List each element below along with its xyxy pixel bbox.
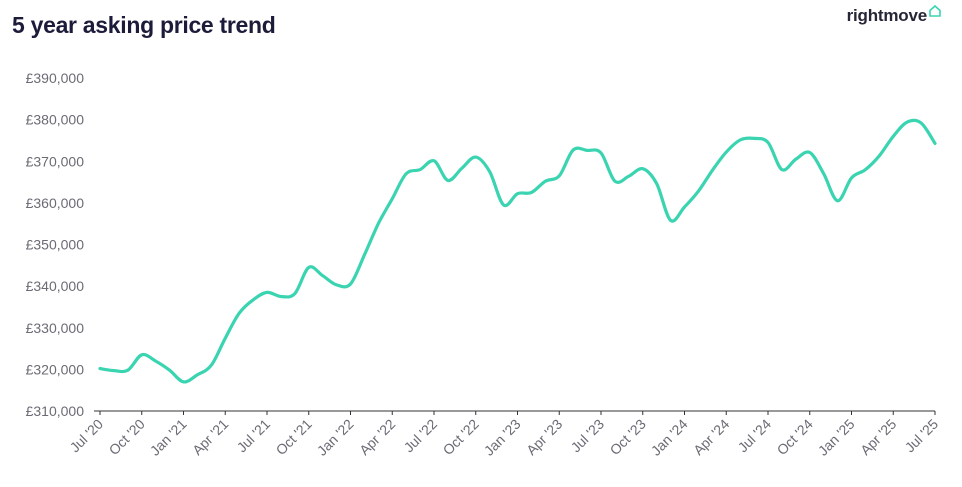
x-tick-label: Oct '24 — [774, 416, 817, 459]
x-tick-label: Oct '23 — [607, 416, 650, 459]
brand-name: rightmove — [846, 6, 928, 25]
x-tick-label: Jan '25 — [815, 416, 858, 459]
x-tick-label: Jul '21 — [234, 416, 274, 456]
x-tick-label: Jul '24 — [735, 416, 775, 456]
y-tick-label: £330,000 — [26, 320, 85, 336]
chart-title: 5 year asking price trend — [12, 12, 276, 38]
x-tick-label: Apr '23 — [523, 416, 566, 459]
series-line-asking-price — [98, 118, 937, 384]
x-tick-label: Oct '20 — [106, 416, 149, 459]
y-tick-label: £370,000 — [26, 153, 85, 169]
x-tick-label: Jul '20 — [67, 416, 107, 456]
x-tick-label: Jul '22 — [401, 416, 441, 456]
y-tick-label: £310,000 — [26, 403, 85, 419]
x-tick-label: Oct '21 — [273, 416, 316, 459]
x-tick-label: Jan '22 — [314, 416, 357, 459]
x-tick-label: Jan '21 — [147, 416, 190, 459]
x-tick-label: Apr '24 — [690, 416, 733, 459]
y-tick-label: £380,000 — [26, 112, 85, 128]
x-tick-label: Jan '23 — [481, 416, 524, 459]
brand-logo: rightmove — [847, 4, 942, 26]
x-tick-label: Jul '25 — [902, 416, 942, 456]
x-tick-label: Apr '22 — [356, 416, 399, 459]
x-tick-label: Jan '24 — [648, 416, 691, 459]
x-tick-label: Apr '25 — [857, 416, 900, 459]
y-tick-label: £360,000 — [26, 195, 85, 211]
y-axis-ticks: £310,000 £320,000 £330,000 £340,000 £350,000… — [26, 70, 85, 419]
x-tick-label: Apr '21 — [189, 416, 232, 459]
x-tick-label: Oct '22 — [440, 416, 483, 459]
x-tick-label: Jul '23 — [568, 416, 608, 456]
house-icon — [929, 4, 941, 17]
y-tick-label: £350,000 — [26, 237, 85, 253]
y-tick-label: £340,000 — [26, 278, 85, 294]
y-tick-label: £320,000 — [26, 361, 85, 377]
y-tick-label: £390,000 — [26, 70, 85, 86]
